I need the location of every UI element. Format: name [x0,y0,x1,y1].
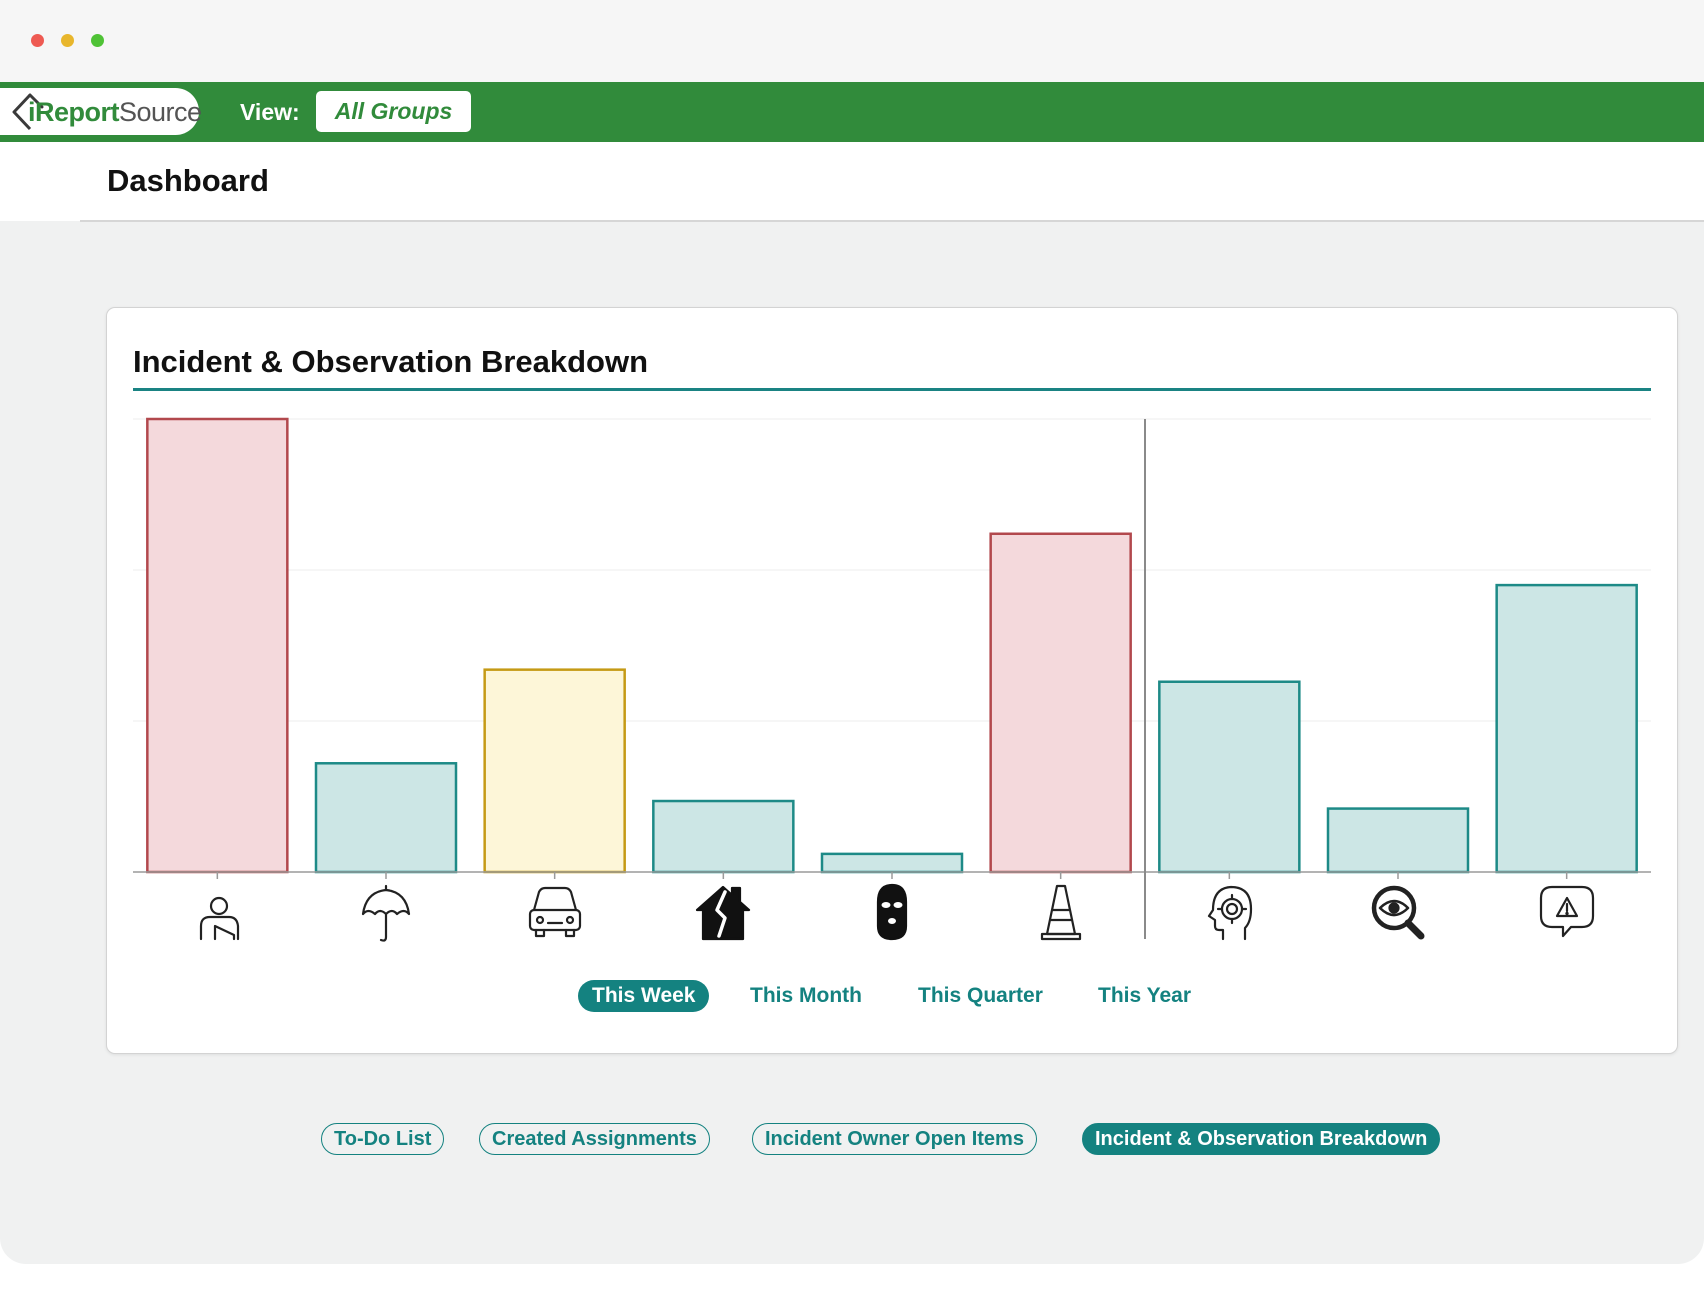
bar-alert-bubble[interactable] [1495,583,1638,874]
page-header [0,142,1704,221]
logo-text: iReportSource [28,97,202,127]
maximize-window-button[interactable] [91,34,104,47]
header-divider [80,220,1704,222]
period-this-week[interactable]: This Week [578,980,710,1012]
bar-injury[interactable] [146,417,289,874]
logo[interactable]: iReportSource [0,88,202,135]
bar-car[interactable] [483,668,626,874]
view-group-select[interactable]: All Groups [316,91,471,132]
period-this-year[interactable]: This Year [1098,984,1192,1007]
bar-balaclava[interactable] [820,852,964,874]
page-title: Dashboard [107,163,269,198]
minimize-window-button[interactable] [61,34,74,47]
breakdown-bar-chart [133,417,1651,942]
alert-bubble-icon [1539,885,1595,938]
view-label: View: [240,99,300,125]
traffic-cone-icon [1040,884,1082,941]
car-icon [528,886,582,938]
balaclava-icon [876,883,908,941]
tab-incident-owner-open-items[interactable]: Incident Owner Open Items [752,1123,1037,1155]
tab-created-assignments[interactable]: Created Assignments [479,1123,710,1155]
app-window: iReportSource View: All Groups Dashboard… [0,0,1704,1264]
tab-to-do-list[interactable]: To-Do List [321,1123,445,1155]
bar-damaged-house[interactable] [652,799,795,874]
period-this-quarter[interactable]: This Quarter [918,984,1043,1007]
bar-search-eye[interactable] [1326,807,1470,874]
umbrella-icon [361,884,411,942]
card-title: Incident & Observation Breakdown [133,344,649,379]
tab-incident-observation-breakdown[interactable]: Incident & Observation Breakdown [1082,1123,1441,1155]
card-title-divider [133,388,1651,391]
bar-traffic-cone[interactable] [989,532,1132,874]
period-this-month[interactable]: This Month [750,984,862,1007]
close-window-button[interactable] [31,34,44,47]
top-navbar: iReportSource View: All Groups [0,82,1704,142]
search-eye-icon [1371,885,1425,940]
window-titlebar [0,0,1704,82]
logo-mark-icon [12,93,44,131]
bar-head-gear[interactable] [1158,680,1301,874]
bar-umbrella[interactable] [314,762,458,874]
injury-icon [199,896,240,941]
damaged-house-icon [695,885,751,941]
head-gear-icon [1207,885,1253,941]
